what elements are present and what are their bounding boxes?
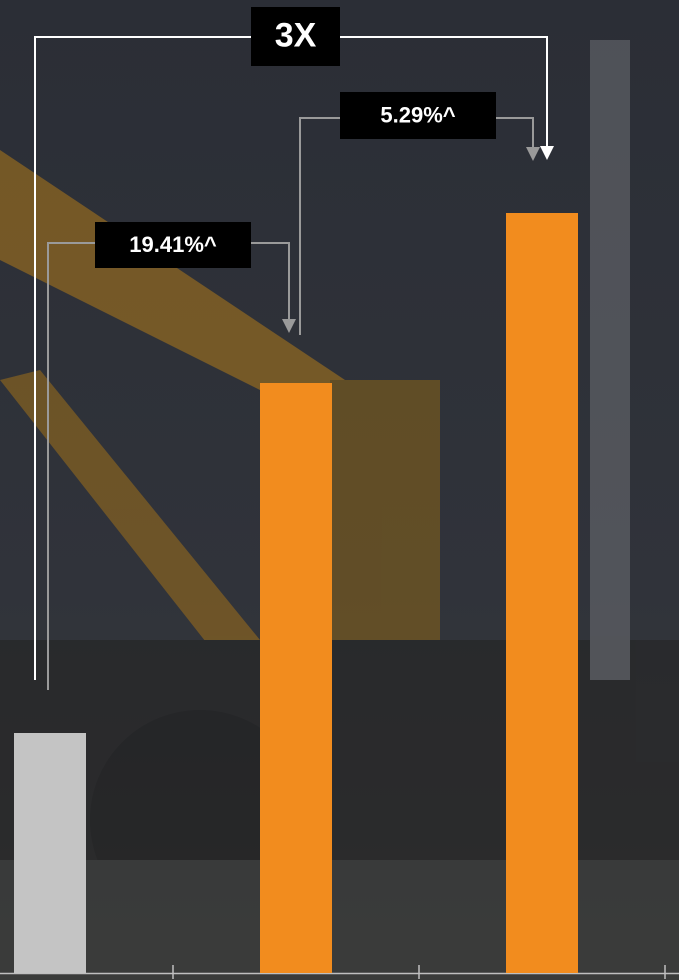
annotation-label: 3X	[275, 16, 317, 54]
annotation-label: 5.29%^	[380, 102, 455, 127]
page: {"chart_data": {"type": "bar", "categori…	[0, 0, 679, 980]
bar	[260, 383, 332, 973]
bar	[506, 213, 578, 973]
chart: 3X 19.41%^ 5.29%^	[0, 0, 679, 980]
bar	[14, 733, 86, 973]
annotation-label: 19.41%^	[129, 232, 217, 257]
